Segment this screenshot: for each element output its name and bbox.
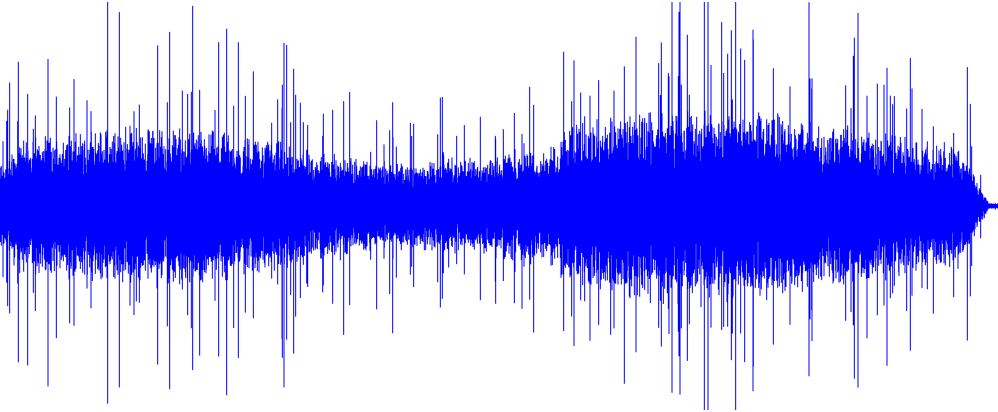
audio-waveform: [0, 0, 998, 412]
waveform-signal: [0, 2, 998, 410]
